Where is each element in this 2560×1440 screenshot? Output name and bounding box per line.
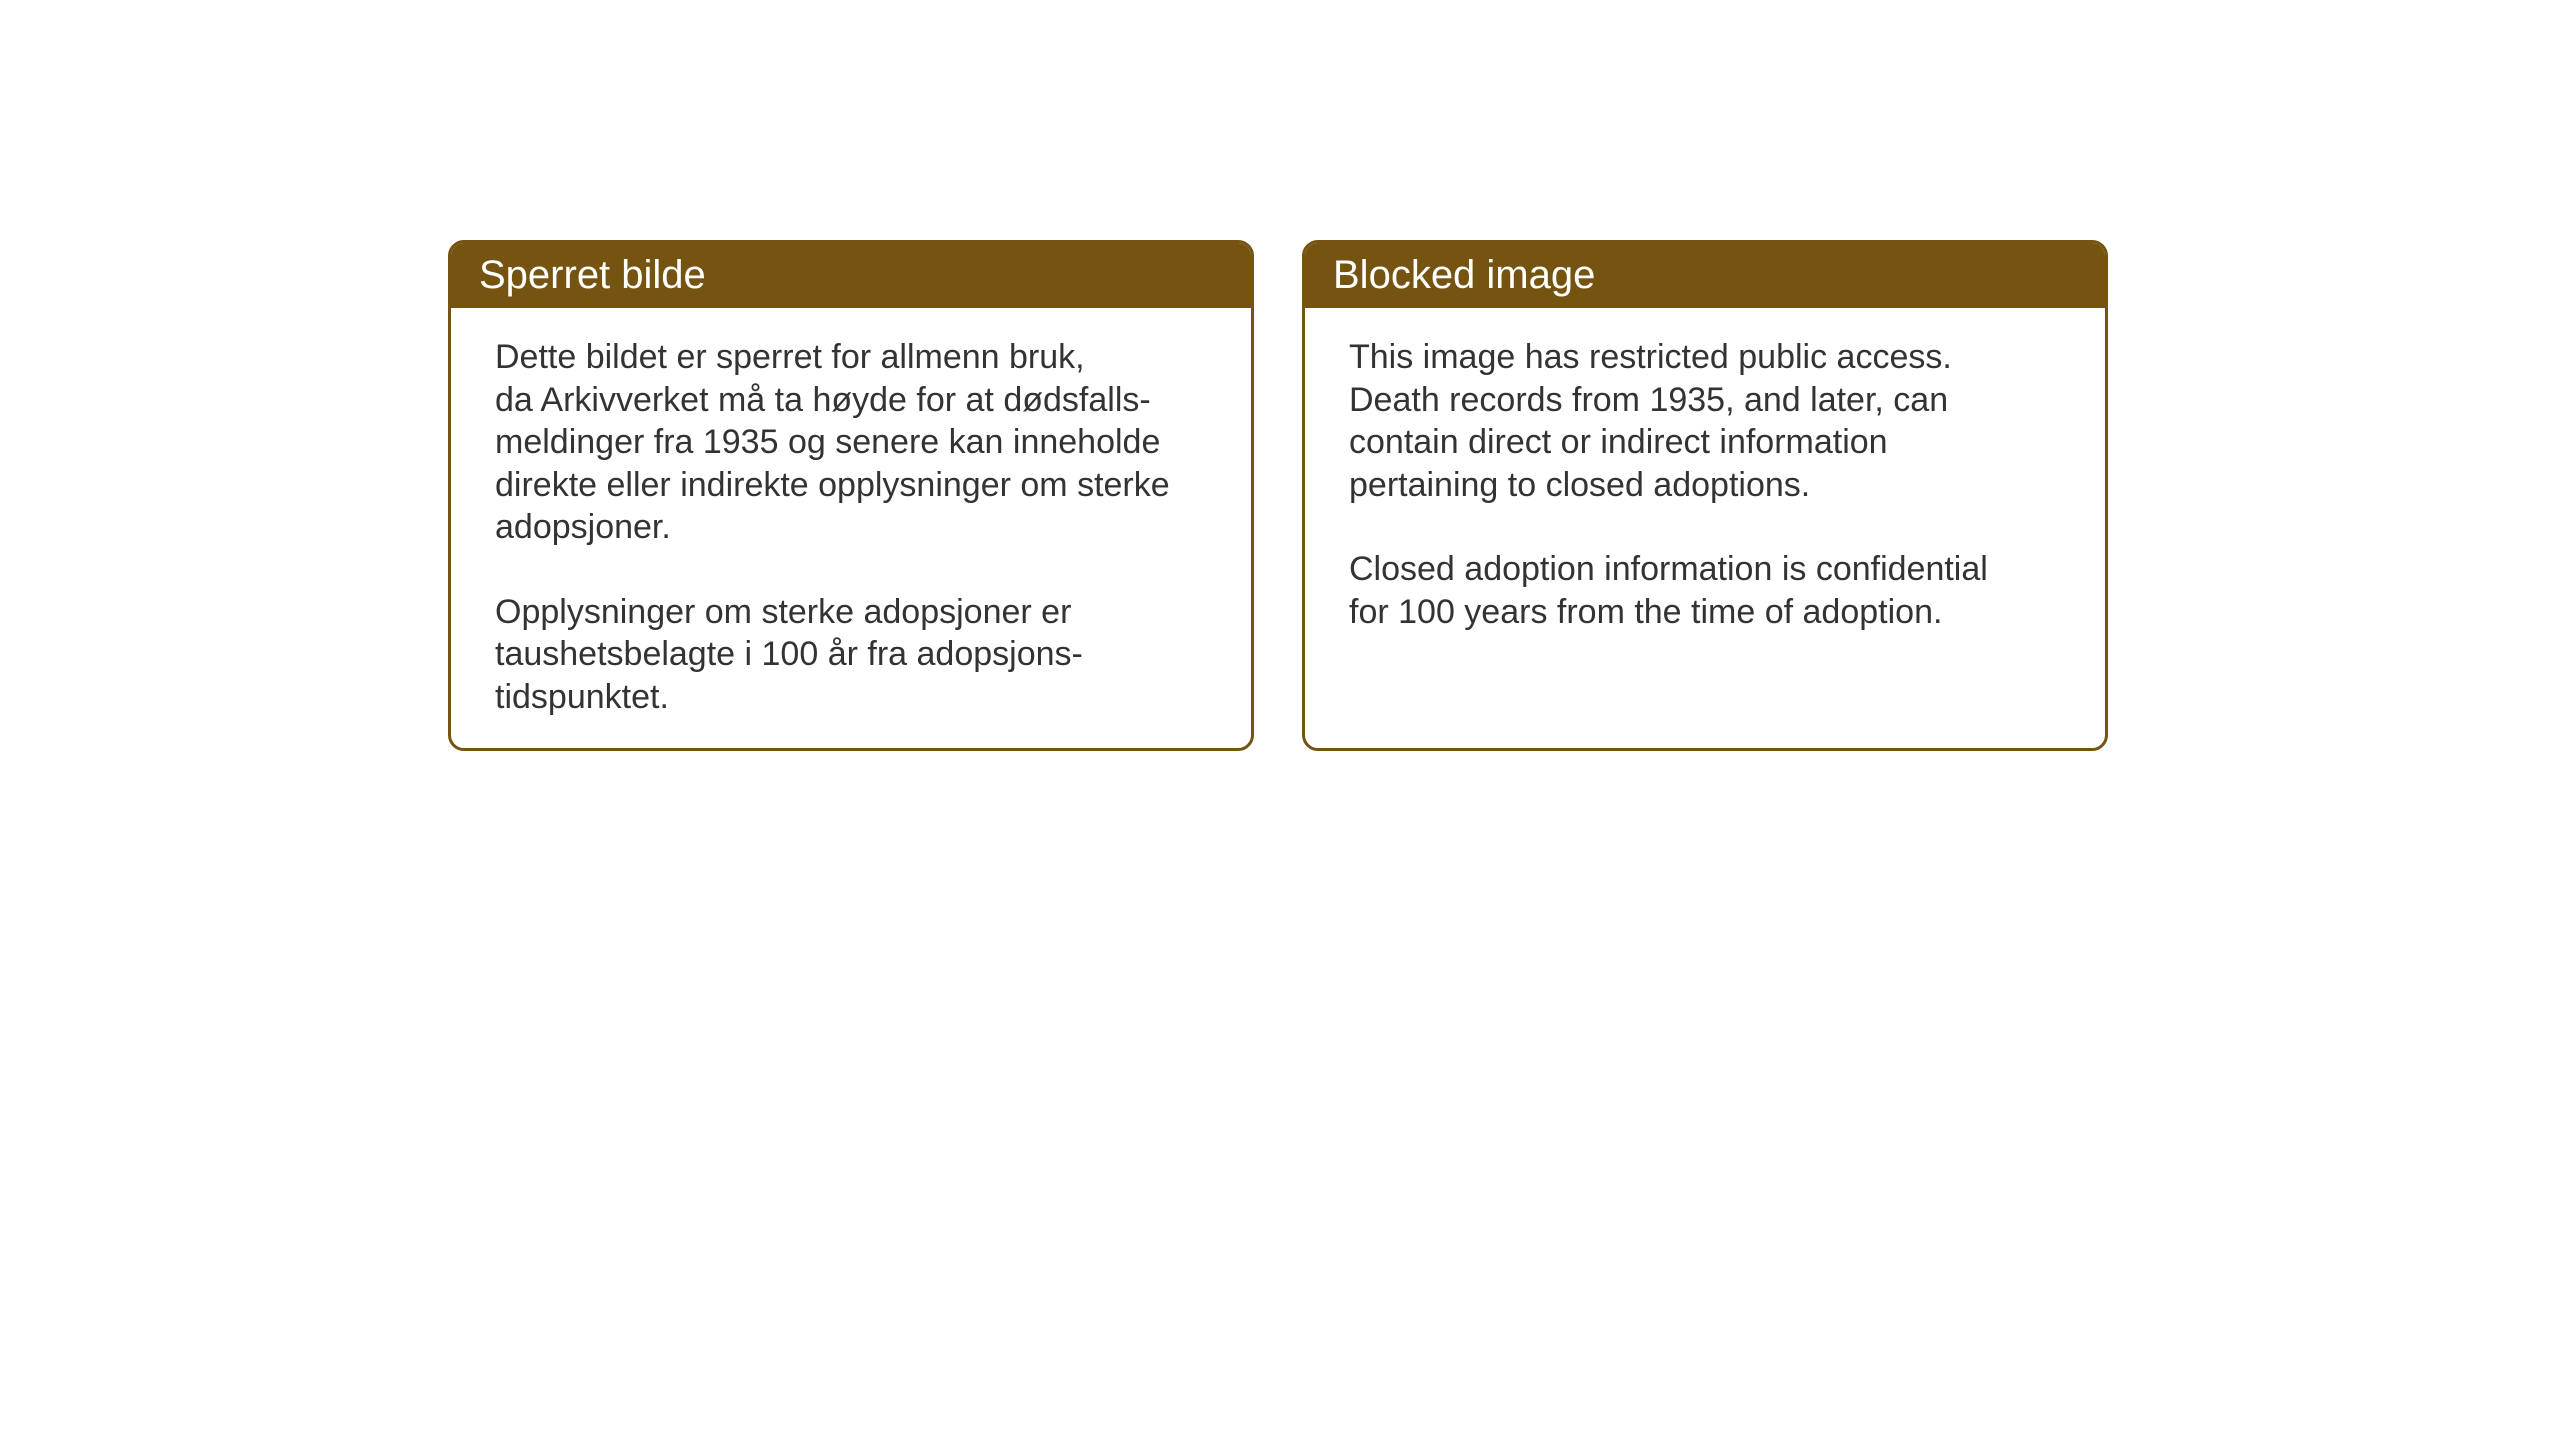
notice-box-norwegian: Sperret bilde Dette bildet er sperret fo… — [448, 240, 1254, 751]
notice-header-english: Blocked image — [1305, 243, 2105, 308]
notice-box-english: Blocked image This image has restricted … — [1302, 240, 2108, 751]
notice-paragraph-2-english: Closed adoption information is confident… — [1349, 548, 2061, 633]
notice-container: Sperret bilde Dette bildet er sperret fo… — [0, 0, 2560, 751]
notice-body-norwegian: Dette bildet er sperret for allmenn bruk… — [451, 308, 1251, 748]
notice-paragraph-1-norwegian: Dette bildet er sperret for allmenn bruk… — [495, 336, 1207, 549]
notice-body-english: This image has restricted public access.… — [1305, 308, 2105, 748]
notice-paragraph-1-english: This image has restricted public access.… — [1349, 336, 2061, 506]
notice-paragraph-2-norwegian: Opplysninger om sterke adopsjoner er tau… — [495, 591, 1207, 719]
notice-header-norwegian: Sperret bilde — [451, 243, 1251, 308]
